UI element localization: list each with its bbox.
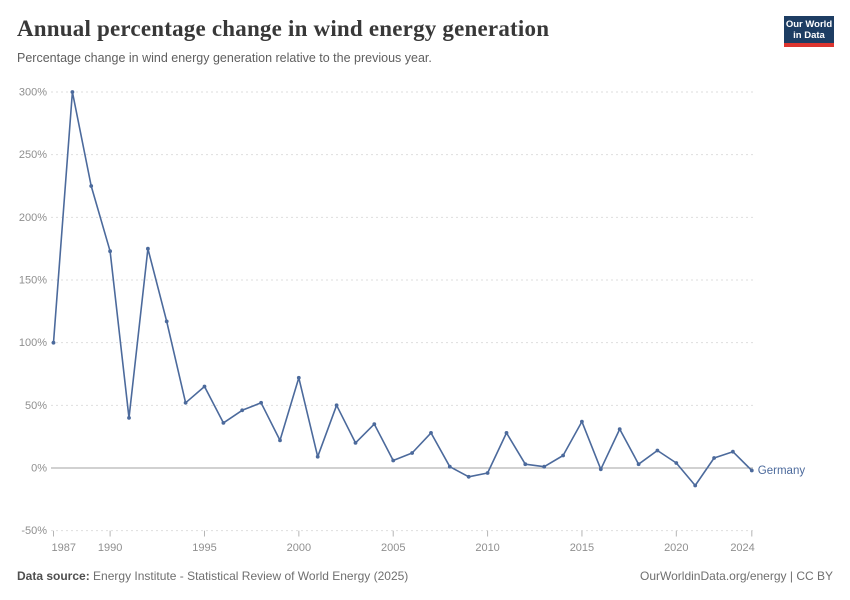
owid-logo[interactable]: Our World in Data [784, 16, 834, 47]
data-point[interactable] [523, 462, 528, 467]
data-point[interactable] [127, 416, 131, 420]
x-axis-label: 1987 [52, 542, 76, 554]
data-point[interactable] [542, 464, 547, 469]
data-point[interactable] [278, 438, 282, 443]
data-source: Data source: Energy Institute - Statisti… [17, 569, 408, 583]
x-axis-label: 1995 [192, 542, 216, 554]
x-axis-label: 2005 [381, 542, 405, 554]
y-axis-label: 50% [25, 400, 47, 412]
data-point[interactable] [731, 449, 735, 454]
data-point[interactable] [636, 462, 641, 467]
data-point[interactable] [164, 319, 169, 324]
germany-series-label[interactable]: Germany [758, 465, 806, 477]
data-point[interactable] [315, 454, 320, 459]
x-axis-label: 2015 [570, 542, 594, 554]
y-axis-label: -50% [21, 525, 47, 537]
y-axis-label: 200% [19, 212, 47, 224]
data-source-text: Energy Institute - Statistical Review of… [93, 569, 409, 583]
data-point[interactable] [221, 421, 226, 425]
owid-url-license[interactable]: OurWorldinData.org/energy | CC BY [640, 569, 833, 583]
data-point[interactable] [466, 474, 471, 479]
data-point[interactable] [296, 375, 301, 380]
data-point[interactable] [89, 184, 94, 188]
data-point[interactable] [655, 448, 660, 453]
data-point[interactable] [108, 249, 112, 254]
owid-logo-line2: in Data [793, 29, 825, 41]
data-point[interactable] [240, 408, 245, 413]
data-point[interactable] [202, 384, 207, 389]
x-axis-label: 2020 [664, 542, 688, 554]
germany-line[interactable] [52, 91, 753, 487]
data-point[interactable] [353, 441, 358, 445]
data-point[interactable] [504, 431, 509, 435]
data-point[interactable] [334, 403, 339, 408]
y-axis-label: 150% [19, 275, 47, 287]
y-axis-label: 300% [19, 87, 47, 99]
data-point[interactable] [598, 467, 603, 472]
data-point[interactable] [674, 461, 679, 465]
chart-footer: Data source: Energy Institute - Statisti… [17, 569, 833, 583]
data-source-label: Data source: [17, 569, 90, 583]
y-axis-label: 100% [19, 337, 47, 349]
data-point[interactable] [485, 471, 490, 475]
data-point[interactable] [51, 340, 56, 345]
data-point[interactable] [70, 90, 75, 94]
data-point[interactable] [259, 400, 263, 405]
data-point[interactable] [617, 427, 622, 431]
data-point[interactable] [183, 400, 188, 405]
data-point[interactable] [447, 464, 452, 469]
line-chart[interactable]: -50% 0% 50% 100% 150% 200% 250% 300% 1987 1990 199… [0, 80, 850, 558]
data-point[interactable] [391, 458, 396, 463]
data-point[interactable] [429, 431, 433, 435]
x-axis-label: 2024 [730, 542, 754, 554]
owid-logo-line1: Our World [785, 18, 833, 30]
y-axis-label: 0% [31, 463, 47, 475]
x-axis-label: 2010 [475, 542, 499, 554]
page-subtitle: Percentage change in wind energy generat… [17, 51, 432, 65]
data-point[interactable] [410, 451, 414, 455]
data-point[interactable] [561, 453, 565, 458]
y-axis-label: 250% [19, 149, 47, 161]
data-point[interactable] [580, 419, 584, 424]
x-axis-label: 1990 [98, 542, 122, 554]
x-axis-label: 2000 [287, 542, 311, 554]
data-point[interactable] [693, 483, 698, 488]
data-point[interactable] [749, 468, 754, 473]
page-title: Annual percentage change in wind energy … [17, 16, 550, 41]
data-point[interactable] [712, 456, 716, 460]
data-point[interactable] [146, 246, 150, 251]
data-point[interactable] [372, 422, 377, 426]
